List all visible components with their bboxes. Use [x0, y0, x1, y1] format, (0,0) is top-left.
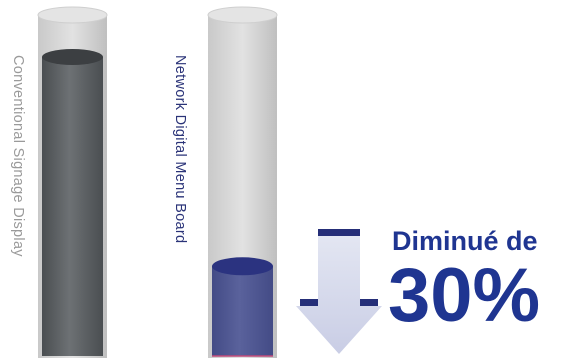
tube-network-rim: [207, 6, 278, 24]
tube-conventional: [37, 6, 108, 358]
tube-network: [207, 6, 278, 358]
tube-conventional-rim: [37, 6, 108, 24]
reduction-title: Diminué de: [392, 226, 538, 256]
bar-network-top: [212, 257, 273, 276]
arrow-shape: [296, 236, 382, 354]
tick-label-conventional: Conventional Signage Display: [10, 55, 26, 257]
reduction-value: 30%: [388, 253, 541, 338]
arrow-right-bar: [360, 299, 378, 306]
arrow-top-bar: [318, 229, 360, 236]
arrow-left-bar: [300, 299, 318, 306]
down-arrow-icon: [296, 229, 382, 354]
bar-network: [212, 266, 273, 356]
bar-conventional: [42, 57, 103, 356]
bar-conventional-top: [42, 49, 103, 65]
tick-label-network: Network Digital Menu Board: [172, 55, 188, 244]
